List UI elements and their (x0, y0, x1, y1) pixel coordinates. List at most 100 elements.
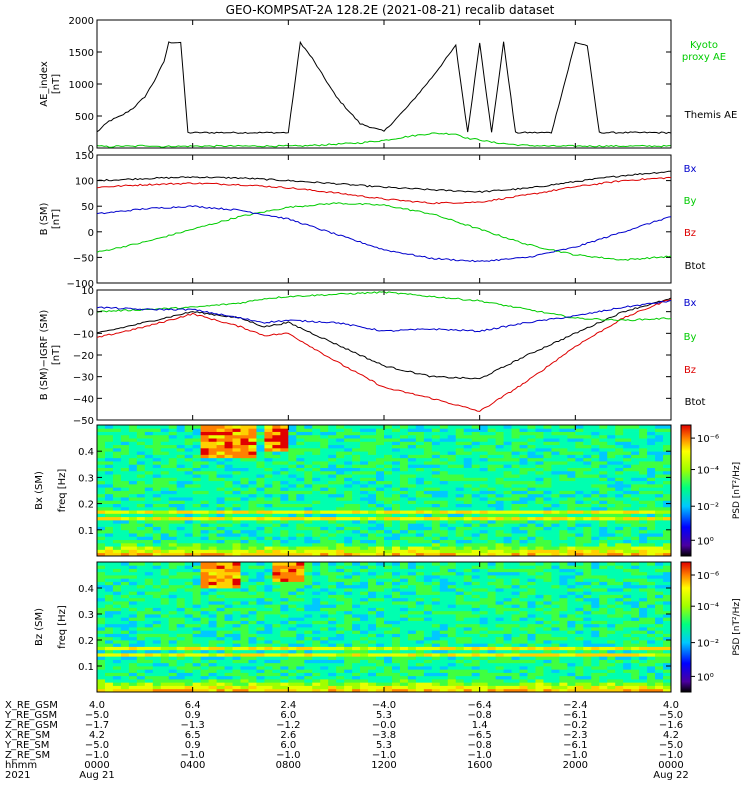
spectrogram-cell (439, 591, 449, 595)
spectrogram-cell (280, 461, 289, 465)
spectrogram-cell (208, 666, 217, 670)
spectrogram-cell (128, 601, 138, 605)
spectrogram-cell (471, 597, 481, 602)
spectrogram-cell (256, 441, 265, 446)
spectrogram-cell (455, 542, 465, 547)
spectrogram-cell (439, 474, 449, 478)
spectrogram-cell (296, 516, 305, 521)
spectrogram-cell (97, 457, 106, 462)
spectrogram-cell (360, 640, 369, 644)
spectrogram-cell (623, 483, 632, 488)
spectrogram-cell (240, 526, 249, 531)
spectrogram-cell (248, 640, 257, 644)
spectrogram-cell (240, 441, 249, 446)
spectrogram-cell (360, 457, 369, 462)
spectrogram-cell (136, 604, 146, 608)
spectrogram-cell (527, 552, 536, 557)
spectrogram-cell (280, 428, 289, 432)
spectrogram-cell (200, 575, 210, 579)
spectrogram-cell (368, 682, 377, 686)
spectrogram-cell (543, 542, 552, 547)
spectrogram-cell (415, 591, 425, 595)
spectrogram-cell (112, 470, 122, 475)
spectrogram-cell (232, 480, 241, 485)
spectrogram-cell (200, 516, 210, 521)
spectrogram-cell (384, 428, 393, 432)
y-tick-label: −10 (73, 329, 94, 340)
spectrogram-cell (216, 438, 225, 442)
spectrogram-cell (503, 552, 512, 557)
spectrogram-cell (344, 546, 353, 550)
spectrogram-cell (455, 539, 465, 544)
spectrogram-cell (320, 630, 329, 634)
spectrogram-cell (631, 431, 640, 436)
spectrogram-cell (551, 533, 560, 537)
y-tick-label: 50 (81, 202, 94, 213)
spectrogram-cell (415, 552, 425, 557)
spectrogram-cell (152, 568, 162, 573)
spectrogram-cell (591, 549, 600, 554)
spectrogram-cell (304, 565, 313, 569)
spectrogram-cell (136, 669, 146, 673)
spectrogram-cell (288, 549, 297, 554)
spectrogram-cell (615, 425, 624, 429)
spectrogram-cell (296, 591, 305, 595)
spectrogram-cell (407, 467, 417, 472)
spectrogram-cell (368, 594, 377, 599)
spectrogram-cell (407, 597, 417, 602)
spectrogram-cell (639, 477, 648, 482)
y-tick-label: 0.1 (78, 526, 94, 537)
spectrogram-cell (503, 454, 512, 459)
spectrogram-cell (248, 480, 257, 485)
spectrogram-cell (304, 675, 313, 680)
spectrogram-cell (344, 584, 353, 589)
spectrogram-cell (192, 682, 202, 686)
spectrogram-cell (360, 633, 369, 638)
spectrogram-cell (184, 633, 194, 638)
spectrogram-cell (384, 549, 393, 554)
spectrogram-cell (567, 490, 576, 495)
spectrogram-cell (176, 529, 186, 534)
spectrogram-cell (543, 444, 552, 449)
spectrogram-cell (336, 679, 345, 683)
spectrogram-cell (136, 659, 146, 664)
spectrogram-cell (232, 568, 241, 573)
spectrogram-cell (248, 568, 257, 573)
y-label: AE_index (39, 61, 50, 107)
spectrogram-cell (192, 457, 202, 462)
spectrogram-cell (144, 490, 154, 495)
series-line-btot (96, 170, 671, 193)
spectrogram-cell (248, 649, 257, 654)
spectrogram-cell (423, 467, 433, 472)
spectrogram-cell (304, 474, 313, 478)
spectrogram-cell (391, 457, 401, 462)
spectrogram-cell (192, 441, 202, 446)
spectrogram-cell (200, 438, 210, 442)
spectrogram-cell (97, 510, 106, 514)
spectrogram-cell (423, 546, 433, 550)
spectrogram-cell (240, 425, 249, 429)
spectrogram-cell (97, 533, 106, 537)
spectrogram-cell (216, 604, 225, 608)
spectrogram-cell (575, 441, 584, 446)
spectrogram-cell (280, 623, 289, 628)
spectrogram-cell (224, 607, 233, 612)
spectrogram-cell (535, 425, 544, 429)
spectrogram-cell (288, 431, 297, 436)
spectrogram-cell (511, 539, 520, 544)
spectrogram-cell (232, 607, 241, 612)
spectrogram-cell (296, 546, 305, 550)
spectrogram-cell (631, 434, 640, 439)
spectrogram-cell (368, 562, 377, 566)
spectrogram-cell (288, 474, 297, 478)
spectrogram-cell (479, 620, 489, 625)
spectrogram-cell (399, 480, 409, 485)
spectrogram-cell (360, 688, 369, 693)
spectrogram-cell (527, 464, 536, 468)
spectrogram-cell (471, 539, 481, 544)
spectrogram-cell (591, 474, 600, 478)
spectrogram-cell (168, 646, 178, 651)
spectrogram-cell (344, 682, 353, 686)
spectrogram-cell (120, 643, 130, 647)
spectrogram-cell (264, 523, 273, 527)
